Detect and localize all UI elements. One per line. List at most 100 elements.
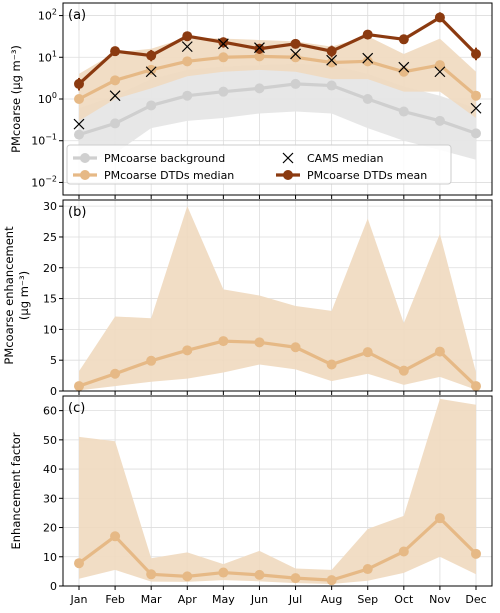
enhancement-factor-median-range-band [79, 398, 476, 584]
cams-median-point [145, 66, 157, 78]
pmcoarse-background-point [110, 118, 121, 129]
enhancement-factor-median-point [471, 548, 481, 559]
cams-median-point [326, 54, 338, 66]
pmcoarse-background-point [146, 100, 157, 111]
enhancement-factor-median-point [110, 531, 121, 542]
legend-entry: CAMS median [307, 152, 383, 165]
y-tick-label: 100 [38, 91, 57, 106]
enhancement-factor-median-point [434, 513, 445, 524]
legend-entry: PMcoarse DTDs median [104, 169, 234, 182]
cams-median-point [181, 41, 193, 53]
legend-entry: PMcoarse background [104, 152, 225, 165]
axes-frame [62, 395, 493, 587]
x-tick-label: Jul [288, 593, 302, 606]
pmcoarse-dtds-mean-point [326, 46, 337, 57]
cams-median-point [434, 66, 446, 78]
enhancement-median-line [78, 339, 478, 388]
pmcoarse-dtds-median-point [471, 90, 481, 101]
panel-a: 10−2 10−1 100 101 102 (a) PMcoarse (μg m⁻³) PMc… [9, 2, 493, 199]
x-tick-label: Apr [178, 593, 198, 606]
pmcoarse-dtds-median-point [398, 66, 409, 77]
pmcoarse-dtds-mean-point [182, 31, 193, 42]
cams-median-point [290, 48, 301, 60]
pmcoarse-dtds-median-line [78, 54, 478, 101]
legend-cams-marker [282, 152, 294, 164]
y-tick-label: 20 [43, 262, 57, 275]
enhancement-median-point [471, 381, 481, 392]
pmcoarse-dtds-median-point [434, 60, 445, 71]
y-tick-label: 50 [43, 434, 57, 447]
y-tick-label: 40 [43, 463, 57, 476]
enhancement-factor-median-point [182, 571, 193, 582]
pmcoarse-dtds-median-point [362, 56, 373, 67]
pmcoarse-dtds-median-point [218, 52, 229, 63]
pmcoarse-background-point [471, 128, 481, 139]
legend-entry: PMcoarse DTDs mean [307, 169, 427, 182]
enhancement-median-point [434, 346, 445, 357]
pmcoarse-dtds-mean-point [362, 29, 373, 40]
panel-label: (a) [68, 8, 86, 23]
pmcoarse-dtds-mean-point [471, 48, 481, 59]
x-tick-label: Nov [429, 593, 451, 606]
y-tick-label: 10 [43, 551, 57, 564]
x-tick-label: Dec [465, 593, 486, 606]
y-tick-label: 30 [43, 492, 57, 505]
panel-label: (b) [68, 205, 86, 220]
enhancement-factor-median-line [78, 516, 478, 582]
pmcoarse-dtds-median-point [254, 51, 265, 62]
cams-median-point [254, 42, 265, 54]
cams-median-point [362, 52, 374, 64]
pmcoarse-dtds-median-range-band [79, 36, 476, 121]
enhancement-factor-median-point [290, 573, 301, 584]
axes-frame [62, 199, 493, 392]
cams-median-point [217, 38, 229, 50]
panel-b: 0 5 10 15 20 25 30 (b) PMcoarse enhancement (μg m… [2, 199, 493, 398]
pmcoarse-dtds-median-point [74, 94, 84, 104]
enhancement-median-point [218, 336, 229, 347]
pmcoarse-dtds-mean-point [398, 34, 409, 45]
enhancement-median-point [182, 345, 193, 356]
x-tick-label: Aug [321, 593, 342, 606]
pmcoarse-dtds-mean-point [146, 50, 157, 61]
pmcoarse-background-point [182, 90, 193, 101]
pmcoarse-dtds-median-point [326, 57, 337, 68]
y-tick-label: 30 [43, 200, 57, 213]
cams-median-point [470, 102, 482, 114]
x-tick-label: Feb [105, 593, 124, 606]
enhancement-median-point [254, 337, 265, 348]
enhancement-factor-median-point [362, 564, 373, 575]
enhancement-factor-median-point [398, 546, 409, 557]
pmcoarse-dtds-mean-point [290, 38, 301, 49]
y-tick-label: 5 [50, 354, 57, 367]
pmcoarse-background-point [218, 86, 229, 97]
y-tick-label: 0 [50, 580, 57, 593]
y-axis-label: PMcoarse enhancement [2, 226, 16, 365]
x-tick-label: May [212, 593, 235, 606]
y-tick-label: 60 [43, 405, 57, 418]
enhancement-median-point [326, 359, 337, 370]
legend-marker [283, 170, 293, 180]
legend-marker [80, 153, 90, 163]
pmcoarse-dtds-median-point [110, 75, 121, 86]
panel-label: (c) [68, 401, 85, 416]
panel-c: 0 10 20 30 40 50 60 Jan Feb Mar Apr May Jun Jul Aug Sep… [9, 395, 493, 606]
x-tick-label: Sep [357, 593, 378, 606]
y-tick-label: 101 [38, 49, 57, 64]
enhancement-median-point [110, 368, 121, 379]
y-axis-label: PMcoarse (μg m⁻³) [9, 45, 23, 153]
enhancement-factor-median-point [254, 569, 265, 580]
y-axis-label: Enhancement factor [9, 432, 23, 549]
enhancement-median-point [146, 355, 157, 366]
x-tick-label: Jun [250, 593, 268, 606]
y-tick-label: 25 [43, 231, 57, 244]
enhancement-median-range-band [79, 206, 476, 391]
pmcoarse-background-point [434, 115, 445, 126]
pmcoarse-background-point [398, 106, 409, 117]
cams-median-point [109, 90, 121, 102]
y-tick-label: 10−2 [31, 174, 57, 189]
enhancement-median-point [290, 342, 301, 353]
enhancement-factor-median-point [146, 569, 157, 580]
enhancement-median-point [362, 347, 373, 358]
legend-marker [80, 170, 90, 180]
